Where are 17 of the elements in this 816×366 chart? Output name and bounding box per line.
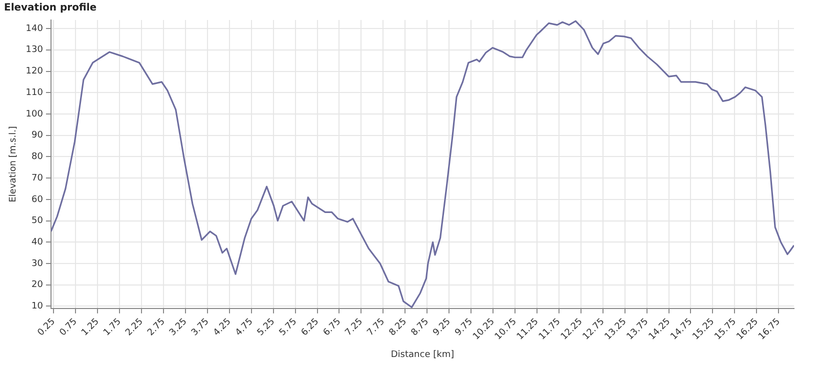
- y-tick-label: 40: [32, 237, 44, 248]
- y-tick-label: 140: [26, 24, 44, 34]
- y-tick-label: 120: [26, 66, 44, 77]
- y-tick-label: 70: [32, 173, 44, 184]
- y-tick-label: 130: [26, 45, 44, 56]
- y-tick-label: 20: [32, 280, 44, 290]
- y-tick-label: 100: [26, 109, 44, 120]
- y-axis-title: Elevation [m.s.l.]: [8, 126, 19, 202]
- chart-title: Elevation profile: [4, 2, 97, 14]
- y-tick-label: 60: [32, 194, 44, 205]
- y-tick-label: 10: [32, 302, 44, 312]
- y-tick-label: 80: [32, 152, 44, 162]
- x-axis-title: Distance [km]: [390, 350, 454, 360]
- y-tick-label: 30: [32, 258, 44, 269]
- y-tick-label: 110: [26, 88, 44, 98]
- y-tick-label: 90: [32, 130, 44, 141]
- y-tick-label: 50: [32, 216, 44, 226]
